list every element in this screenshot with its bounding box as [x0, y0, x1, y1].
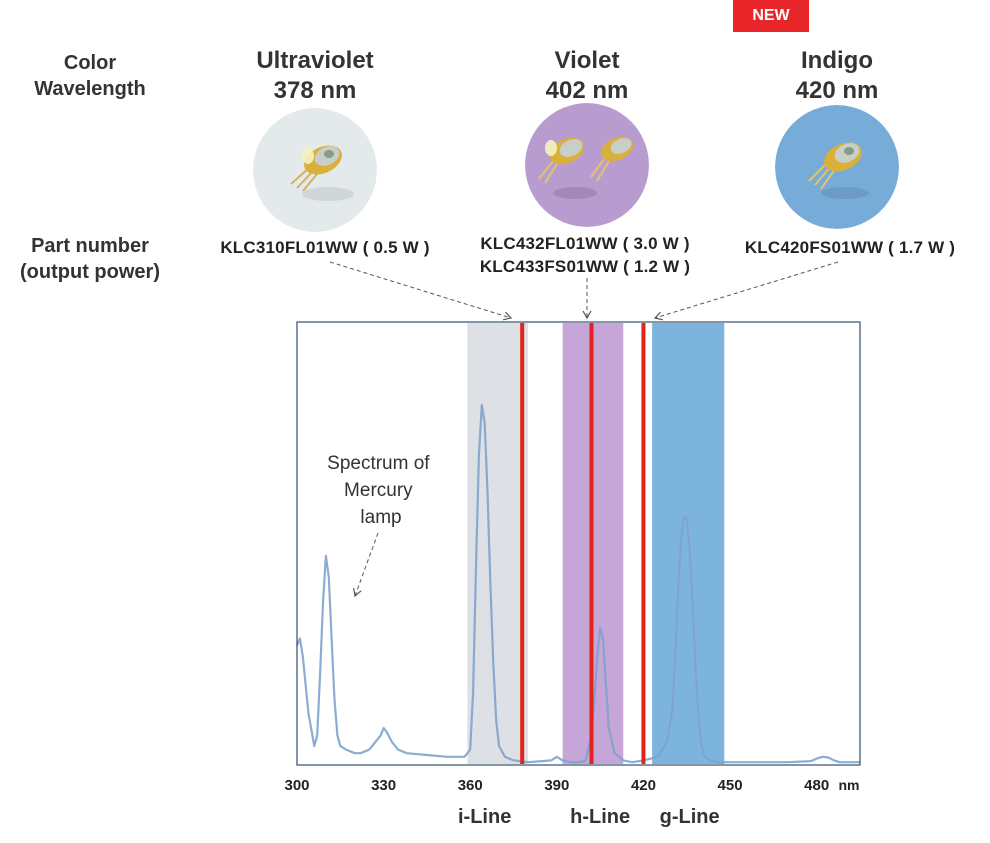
- laser-lines: [520, 323, 646, 764]
- x-tick-labels: 300 330 360 390 420 450 480: [284, 777, 829, 794]
- band-label: h-Line: [570, 806, 630, 828]
- indigo-name: Indigo: [801, 47, 873, 74]
- output-power-heading: (output power): [20, 261, 160, 283]
- spectrum-line-0: [295, 403, 860, 764]
- mercury-annotation: Spectrum of Mercury lamp: [327, 453, 435, 528]
- x-tick-label: 480: [804, 777, 829, 794]
- laser-diode-icon: [525, 103, 649, 227]
- indigo-title: Indigo 420 nm: [737, 46, 937, 106]
- laser-diode-icon: [775, 105, 899, 229]
- band-label: i-Line: [458, 806, 511, 828]
- laser-diode-icon: [253, 108, 377, 232]
- violet-part-numbers: KLC432FL01WW ( 3.0 W ) KLC433FS01WW ( 1.…: [455, 232, 715, 278]
- ultraviolet-part-number: KLC310FL01WW ( 0.5 W ): [220, 238, 430, 257]
- ultraviolet-wavelength: 378 nm: [273, 77, 357, 104]
- annotation-line-3: lamp: [360, 507, 401, 528]
- wavelength-bands: [467, 323, 725, 764]
- x-tick-label: 420: [631, 777, 656, 794]
- x-unit-label: nm: [839, 777, 860, 793]
- annotation-arrow: [353, 532, 379, 598]
- indigo-laser-image: [775, 105, 899, 229]
- annotation-line-2: Mercury: [344, 480, 413, 501]
- ultraviolet-pointer-arrow: [329, 261, 513, 321]
- band-labels: i-Line h-Line g-Line: [458, 806, 720, 828]
- indigo-wavelength: 420 nm: [795, 77, 879, 104]
- violet-laser-image: [525, 103, 649, 227]
- part-number-heading: Part number: [31, 235, 149, 257]
- color-label: Color: [63, 52, 117, 74]
- violet-name: Violet: [554, 47, 620, 74]
- ultraviolet-title: Ultraviolet 378 nm: [215, 46, 415, 106]
- x-tick-label: 330: [371, 777, 396, 794]
- indigo-pointer-arrow: [653, 261, 839, 321]
- wavelength-label: Wavelength: [34, 78, 146, 100]
- plot-frame: [296, 321, 861, 766]
- ultraviolet-laser-image: [253, 108, 377, 232]
- spectrum-series: [295, 403, 860, 764]
- x-tick-label: 450: [718, 777, 743, 794]
- indigo-part-number: KLC420FS01WW ( 1.7 W ): [744, 238, 956, 257]
- band-label: g-Line: [660, 806, 720, 828]
- x-tick-label: 390: [544, 777, 569, 794]
- violet-part-number-2: KLC433FS01WW ( 1.2 W ): [479, 257, 691, 276]
- part-number-label: Part number (output power): [10, 233, 170, 285]
- violet-wavelength: 402 nm: [545, 77, 629, 104]
- x-tick-label: 300: [284, 777, 309, 794]
- x-tick-label: 360: [458, 777, 483, 794]
- new-badge: NEW: [733, 0, 809, 32]
- color-wavelength-label: Color Wavelength: [20, 50, 160, 102]
- ultraviolet-name: Ultraviolet: [256, 47, 374, 74]
- annotation-line-1: Spectrum of: [327, 453, 430, 474]
- violet-part-number-1: KLC432FL01WW ( 3.0 W ): [480, 234, 690, 253]
- violet-title: Violet 402 nm: [487, 46, 687, 106]
